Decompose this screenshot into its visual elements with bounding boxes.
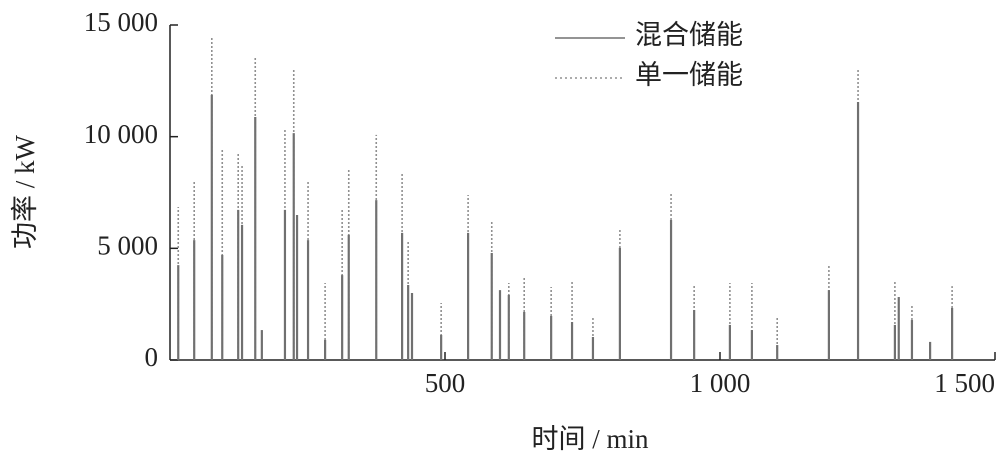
x-axis-label: 时间 / min [531,424,649,454]
legend-label: 单一储能 [635,60,743,90]
x-tick-label: 500 [425,368,466,398]
y-tick-label: 5 000 [97,231,158,261]
x-tick-label: 1 500 [934,368,995,398]
legend-label: 混合储能 [635,20,743,50]
y-tick-label: 0 [145,342,159,372]
y-tick-label: 10 000 [84,119,158,149]
x-tick-label: 1 000 [690,368,751,398]
y-tick-label: 15 000 [84,7,158,37]
y-axis-label: 功率 / kW [10,134,40,249]
